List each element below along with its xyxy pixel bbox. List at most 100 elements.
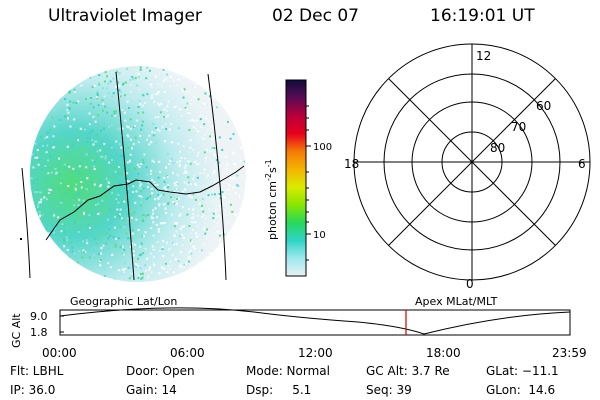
speckle: [57, 216, 60, 219]
speckle: [117, 166, 120, 168]
speckle: [215, 219, 218, 222]
speckle: [116, 208, 119, 211]
speckle: [88, 270, 91, 273]
speckle: [173, 202, 176, 205]
speckle: [122, 82, 125, 85]
speckle: [176, 161, 179, 164]
speckle: [44, 137, 47, 140]
speckle: [71, 250, 74, 253]
speckle: [114, 110, 117, 113]
speckle: [74, 187, 77, 190]
speckle: [101, 150, 104, 153]
speckle: [146, 173, 149, 176]
speckle: [205, 238, 208, 241]
speckle: [186, 102, 189, 105]
speckle: [97, 213, 100, 215]
speckle: [32, 123, 35, 125]
speckle: [198, 75, 201, 78]
timeline-x-tick: 00:00: [42, 346, 77, 360]
speckle: [91, 129, 94, 132]
speckle: [173, 106, 176, 109]
speckle: [221, 195, 224, 198]
speckle: [91, 138, 94, 141]
speckle: [44, 247, 47, 250]
speckle: [34, 154, 37, 157]
speckle: [93, 253, 96, 256]
speckle: [61, 223, 64, 226]
speckle: [204, 92, 207, 95]
speckle: [215, 139, 218, 142]
speckle: [87, 224, 90, 227]
speckle: [117, 128, 120, 131]
speckle: [182, 145, 185, 148]
speckle: [177, 189, 180, 192]
speckle: [46, 112, 49, 115]
speckle: [162, 176, 165, 179]
speckle: [58, 214, 61, 217]
speckle: [175, 230, 178, 233]
speckle: [80, 76, 83, 79]
speckle: [102, 278, 105, 281]
speckle: [229, 233, 232, 236]
speckle: [148, 275, 151, 278]
speckle: [95, 179, 98, 182]
speckle: [59, 91, 62, 94]
speckle: [79, 203, 82, 206]
speckle: [78, 250, 81, 253]
speckle: [152, 122, 155, 125]
speckle: [152, 255, 155, 258]
speckle: [73, 197, 76, 200]
speckle: [190, 183, 192, 186]
speckle: [235, 252, 238, 255]
speckle: [53, 97, 56, 100]
speckle: [158, 204, 161, 207]
speckle: [200, 114, 203, 117]
speckle: [132, 78, 135, 81]
speckle: [94, 275, 97, 277]
speckle: [232, 222, 235, 225]
speckle: [225, 98, 228, 101]
speckle: [203, 172, 206, 175]
speckle: [240, 146, 242, 149]
speckle: [142, 111, 145, 114]
speckle: [198, 202, 201, 205]
speckle: [146, 93, 149, 96]
speckle: [69, 100, 72, 103]
speckle: [67, 172, 70, 175]
speckle: [201, 204, 203, 207]
speckle: [131, 242, 134, 245]
speckle: [243, 114, 246, 117]
speckle: [235, 74, 238, 77]
speckle: [150, 169, 153, 172]
speckle: [240, 175, 243, 178]
speckle: [101, 156, 104, 159]
speckle: [30, 67, 33, 70]
speckle: [183, 77, 186, 79]
speckle: [151, 143, 154, 145]
speckle: [143, 153, 146, 156]
speckle: [230, 70, 233, 73]
speckle: [112, 236, 115, 239]
speckle: [95, 95, 98, 98]
speckle: [115, 215, 118, 218]
speckle: [66, 103, 69, 106]
speckle: [122, 83, 124, 86]
speckle: [195, 82, 198, 85]
speckle: [234, 88, 237, 91]
speckle: [239, 213, 242, 215]
speckle: [140, 163, 143, 166]
speckle: [217, 272, 220, 275]
speckle: [97, 136, 100, 139]
speckle: [53, 84, 56, 86]
speckle: [135, 119, 138, 122]
speckle: [156, 183, 159, 186]
speckle: [55, 258, 58, 260]
speckle: [98, 150, 101, 153]
speckle: [35, 232, 37, 235]
speckle: [101, 99, 104, 102]
speckle: [218, 192, 221, 195]
speckle: [35, 209, 38, 212]
speckle: [119, 90, 122, 93]
speckle: [53, 92, 56, 95]
